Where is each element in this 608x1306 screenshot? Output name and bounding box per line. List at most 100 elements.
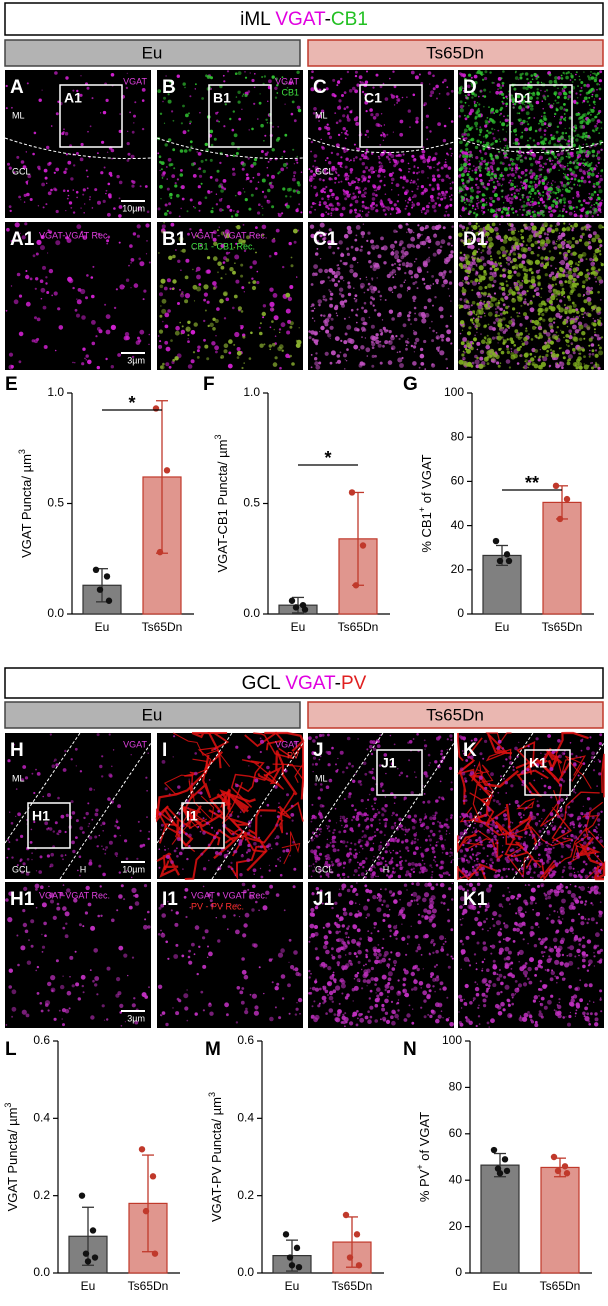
punctum	[379, 179, 382, 183]
punctum	[285, 195, 288, 198]
punctum	[505, 280, 508, 283]
punctum	[535, 292, 540, 297]
punctum	[439, 245, 443, 249]
punctum	[313, 264, 318, 269]
punctum	[493, 292, 497, 295]
punctum	[548, 80, 553, 84]
punctum	[591, 260, 594, 263]
punctum	[496, 180, 499, 183]
punctum	[325, 825, 328, 827]
punctum	[46, 291, 50, 294]
group-label: Ts65Dn	[426, 43, 484, 62]
punctum	[542, 194, 545, 197]
punctum	[474, 208, 477, 211]
inset-box	[359, 84, 423, 148]
punctum	[471, 83, 475, 88]
punctum	[522, 247, 528, 253]
punctum	[373, 189, 375, 191]
punctum	[98, 864, 102, 868]
punctum	[370, 340, 374, 344]
punctum	[490, 112, 492, 114]
punctum	[491, 222, 496, 227]
punctum	[180, 185, 185, 190]
punctum	[568, 260, 574, 266]
panel-note: CB1 - CB1 Rec.	[191, 241, 255, 251]
punctum	[350, 159, 352, 162]
punctum	[198, 209, 201, 212]
punctum	[448, 281, 453, 285]
punctum	[580, 203, 583, 207]
punctum	[550, 329, 554, 333]
punctum	[188, 148, 192, 152]
punctum	[337, 267, 341, 271]
punctum	[359, 80, 362, 83]
punctum	[167, 157, 172, 162]
punctum	[412, 295, 417, 300]
punctum	[262, 316, 265, 319]
punctum	[485, 187, 489, 191]
punctum	[506, 114, 509, 117]
punctum	[484, 167, 487, 170]
punctum	[312, 112, 316, 115]
punctum	[375, 112, 380, 117]
punctum	[586, 154, 589, 157]
punctum	[519, 296, 523, 301]
punctum	[597, 172, 600, 174]
punctum	[463, 169, 467, 174]
punctum	[186, 210, 189, 213]
punctum	[446, 92, 450, 96]
punctum	[529, 195, 532, 198]
punctum	[199, 111, 201, 114]
punctum	[522, 208, 526, 212]
punctum	[353, 287, 355, 290]
punctum	[477, 293, 482, 299]
punctum	[209, 129, 214, 134]
punctum	[329, 203, 333, 207]
punctum	[482, 262, 487, 267]
punctum	[229, 267, 234, 272]
punctum	[325, 185, 328, 189]
punctum	[42, 795, 44, 798]
punctum	[519, 323, 522, 325]
punctum	[518, 154, 522, 158]
punctum	[502, 317, 506, 321]
punctum	[64, 749, 67, 753]
punctum	[288, 187, 293, 192]
punctum	[436, 248, 442, 254]
punctum	[360, 326, 366, 331]
punctum	[557, 356, 559, 358]
punctum	[247, 90, 251, 93]
punctum	[489, 211, 492, 213]
punctum	[265, 118, 268, 122]
micrograph	[157, 70, 303, 218]
punctum	[255, 251, 257, 254]
punctum	[468, 105, 470, 107]
punctum	[296, 276, 298, 278]
punctum	[424, 227, 427, 230]
punctum	[46, 182, 48, 184]
punctum	[464, 94, 467, 97]
punctum	[565, 132, 568, 135]
punctum	[566, 344, 568, 346]
punctum	[60, 854, 64, 858]
punctum	[524, 179, 528, 183]
punctum	[215, 350, 218, 354]
punctum	[37, 205, 40, 207]
punctum	[576, 161, 580, 165]
punctum	[424, 312, 430, 318]
punctum	[233, 343, 236, 346]
punctum	[513, 344, 516, 347]
punctum	[187, 364, 193, 369]
punctum	[372, 304, 375, 307]
punctum	[370, 335, 375, 341]
punctum	[556, 224, 558, 226]
punctum	[548, 197, 551, 201]
punctum	[443, 78, 447, 82]
punctum	[595, 164, 598, 167]
punctum	[15, 838, 19, 842]
punctum	[468, 212, 471, 215]
punctum	[232, 172, 236, 176]
punctum	[63, 128, 65, 130]
punctum	[493, 268, 498, 272]
punctum	[193, 300, 196, 302]
